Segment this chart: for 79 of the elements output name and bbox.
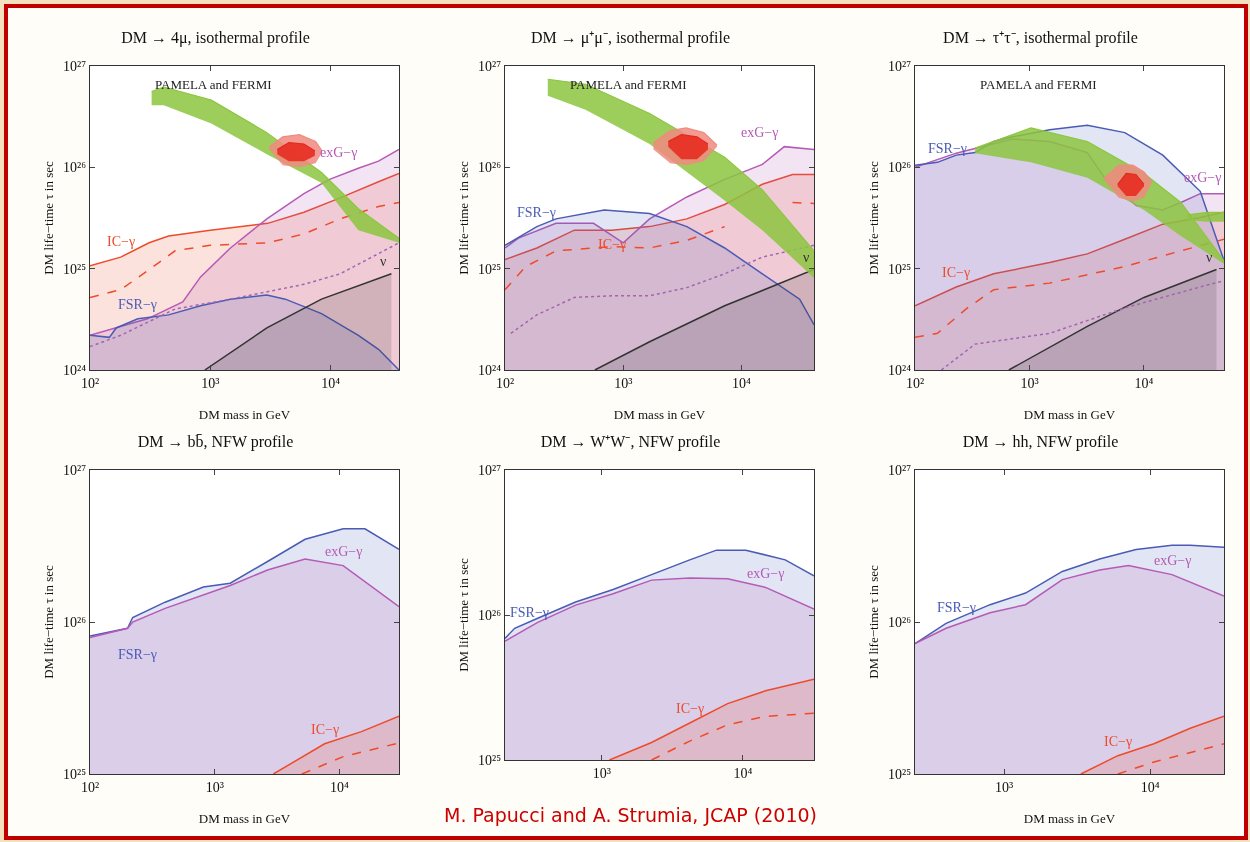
x-tick-label: 10³ <box>614 375 633 391</box>
y-tick-label: 10²⁶ <box>63 160 87 176</box>
annotation: PAMELA and FERMI <box>155 77 272 92</box>
series-label: ν <box>803 250 810 265</box>
x-tick-label: 10⁴ <box>733 765 753 781</box>
x-tick-label: 10⁴ <box>1140 779 1160 795</box>
x-tick-label: 10⁴ <box>321 375 341 391</box>
series-label: IC−γ <box>311 722 340 737</box>
series-label: FSR−γ <box>510 605 549 620</box>
chart-title: DM → bb̄, NFW profile <box>137 433 294 452</box>
y-axis-title: DM life−time τ in sec <box>866 160 882 275</box>
y-tick-label: 10²⁷ <box>888 58 912 74</box>
x-axis-title: DM mass in GeV <box>198 811 291 826</box>
x-tick-label: 10³ <box>201 375 220 391</box>
y-axis-title: DM life−time τ in sec <box>41 564 57 679</box>
x-tick-label: 10² <box>80 375 100 391</box>
y-tick-label: 10²⁵ <box>888 261 912 277</box>
x-axis-title: DM mass in GeV <box>1023 407 1116 422</box>
series-label: FSR−γ <box>118 647 157 662</box>
chart-title: DM → τ⁺τ⁻, isothermal profile <box>943 29 1138 48</box>
y-tick-label: 10²⁴ <box>888 362 912 378</box>
y-tick-label: 10²⁶ <box>888 614 912 630</box>
text: M. Papucci and A. Strumia, JCAP (2010) <box>443 804 818 826</box>
chart-title: DM → μ⁺μ⁻, isothermal profile <box>530 29 731 48</box>
chart-title: DM → hh, NFW profile <box>962 433 1119 452</box>
series-label: exG−γ <box>747 566 785 581</box>
series-label: FSR−γ <box>928 141 967 156</box>
series-label: IC−γ <box>942 265 971 280</box>
x-tick-label: 10² <box>905 375 925 391</box>
y-tick-label: 10²⁵ <box>478 261 502 277</box>
series-label: exG−γ <box>1154 553 1192 568</box>
x-tick-label: 10³ <box>205 779 224 795</box>
series-label: exG−γ <box>1184 170 1222 185</box>
y-axis-title: DM life−time τ in sec <box>456 557 472 672</box>
y-tick-label: 10²⁷ <box>478 58 502 74</box>
chart-title: DM → 4μ, isothermal profile <box>121 29 310 48</box>
y-tick-label: 10²⁵ <box>888 766 912 782</box>
y-axis-title: DM life−time τ in sec <box>41 160 57 275</box>
y-tick-label: 10²⁶ <box>63 614 87 630</box>
y-tick-label: 10²⁴ <box>63 362 87 378</box>
x-axis-title: DM mass in GeV <box>613 407 706 422</box>
y-axis-title: DM life−time τ in sec <box>866 564 882 679</box>
x-tick-label: 10² <box>80 779 100 795</box>
annotation: PAMELA and FERMI <box>570 77 687 92</box>
series-label: FSR−γ <box>118 297 157 312</box>
y-tick-label: 10²⁶ <box>478 160 502 176</box>
series-label: ν <box>1206 250 1213 265</box>
x-axis-title: DM mass in GeV <box>1023 811 1116 826</box>
series-label: FSR−γ <box>517 205 556 220</box>
series-label: FSR−γ <box>937 600 976 615</box>
x-tick-label: 10² <box>495 375 515 391</box>
x-axis-title: DM mass in GeV <box>198 407 291 422</box>
series-label: IC−γ <box>598 237 627 252</box>
y-tick-label: 10²⁵ <box>478 752 502 768</box>
series-label: IC−γ <box>107 234 136 249</box>
series-label: exG−γ <box>325 544 363 559</box>
y-tick-label: 10²⁵ <box>63 261 87 277</box>
y-tick-label: 10²⁶ <box>478 607 502 623</box>
x-tick-label: 10⁴ <box>1134 375 1154 391</box>
annotation: PAMELA and FERMI <box>980 77 1097 92</box>
x-tick-label: 10⁴ <box>732 375 752 391</box>
x-tick-label: 10³ <box>995 779 1014 795</box>
x-tick-label: 10³ <box>592 765 612 781</box>
y-tick-label: 10²⁷ <box>63 58 87 74</box>
x-tick-label: 10³ <box>1020 375 1039 391</box>
y-tick-label: 10²⁶ <box>888 160 912 176</box>
y-tick-label: 10²⁵ <box>63 766 87 782</box>
series-label: exG−γ <box>320 145 358 160</box>
series-label: ν <box>380 254 387 269</box>
y-tick-label: 10²⁷ <box>888 462 912 478</box>
y-tick-label: 10²⁴ <box>478 362 502 378</box>
series-label: exG−γ <box>741 125 779 140</box>
series-label: IC−γ <box>676 701 705 716</box>
chart-title: DM → W⁺W⁻, NFW profile <box>540 433 721 452</box>
y-tick-label: 10²⁷ <box>478 462 502 478</box>
y-axis-title: DM life−time τ in sec <box>456 160 472 275</box>
y-tick-label: 10²⁷ <box>63 462 87 478</box>
x-tick-label: 10⁴ <box>330 779 350 795</box>
series-label: IC−γ <box>1104 734 1133 749</box>
